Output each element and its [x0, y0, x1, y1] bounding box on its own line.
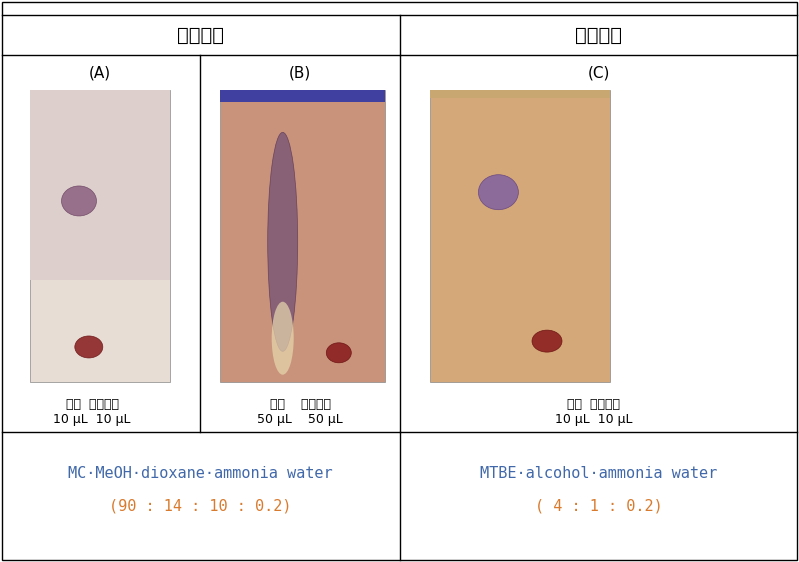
Ellipse shape — [62, 186, 97, 216]
Text: 검액  유연물질: 검액 유연물질 — [66, 397, 118, 410]
Ellipse shape — [268, 132, 298, 351]
FancyBboxPatch shape — [220, 90, 385, 382]
Text: (B): (B) — [289, 66, 311, 80]
Text: ( 4 : 1 : 0.2): ( 4 : 1 : 0.2) — [535, 498, 662, 514]
FancyBboxPatch shape — [430, 90, 610, 98]
Text: 검액  유연물질: 검액 유연물질 — [567, 397, 620, 410]
Ellipse shape — [75, 336, 103, 358]
Ellipse shape — [532, 330, 562, 352]
Text: 검액    유연물질: 검액 유연물질 — [269, 397, 331, 410]
Ellipse shape — [272, 302, 294, 375]
Text: 변경조건: 변경조건 — [575, 25, 622, 44]
Text: 기존조건: 기존조건 — [177, 25, 224, 44]
Ellipse shape — [479, 175, 519, 210]
FancyBboxPatch shape — [30, 90, 170, 382]
Text: 10 μL  10 μL: 10 μL 10 μL — [555, 414, 632, 427]
FancyBboxPatch shape — [220, 90, 385, 102]
Text: (C): (C) — [587, 66, 610, 80]
Text: (A): (A) — [89, 66, 111, 80]
Text: MC·MeOH·dioxane·ammonia water: MC·MeOH·dioxane·ammonia water — [68, 466, 332, 482]
Text: (90 : 14 : 10 : 0.2): (90 : 14 : 10 : 0.2) — [109, 498, 292, 514]
FancyBboxPatch shape — [30, 90, 170, 280]
Text: 50 μL    50 μL: 50 μL 50 μL — [257, 414, 343, 427]
Text: MTBE·alcohol·ammonia water: MTBE·alcohol·ammonia water — [480, 466, 718, 482]
Ellipse shape — [326, 343, 352, 363]
FancyBboxPatch shape — [430, 90, 610, 382]
Text: 10 μL  10 μL: 10 μL 10 μL — [54, 414, 131, 427]
